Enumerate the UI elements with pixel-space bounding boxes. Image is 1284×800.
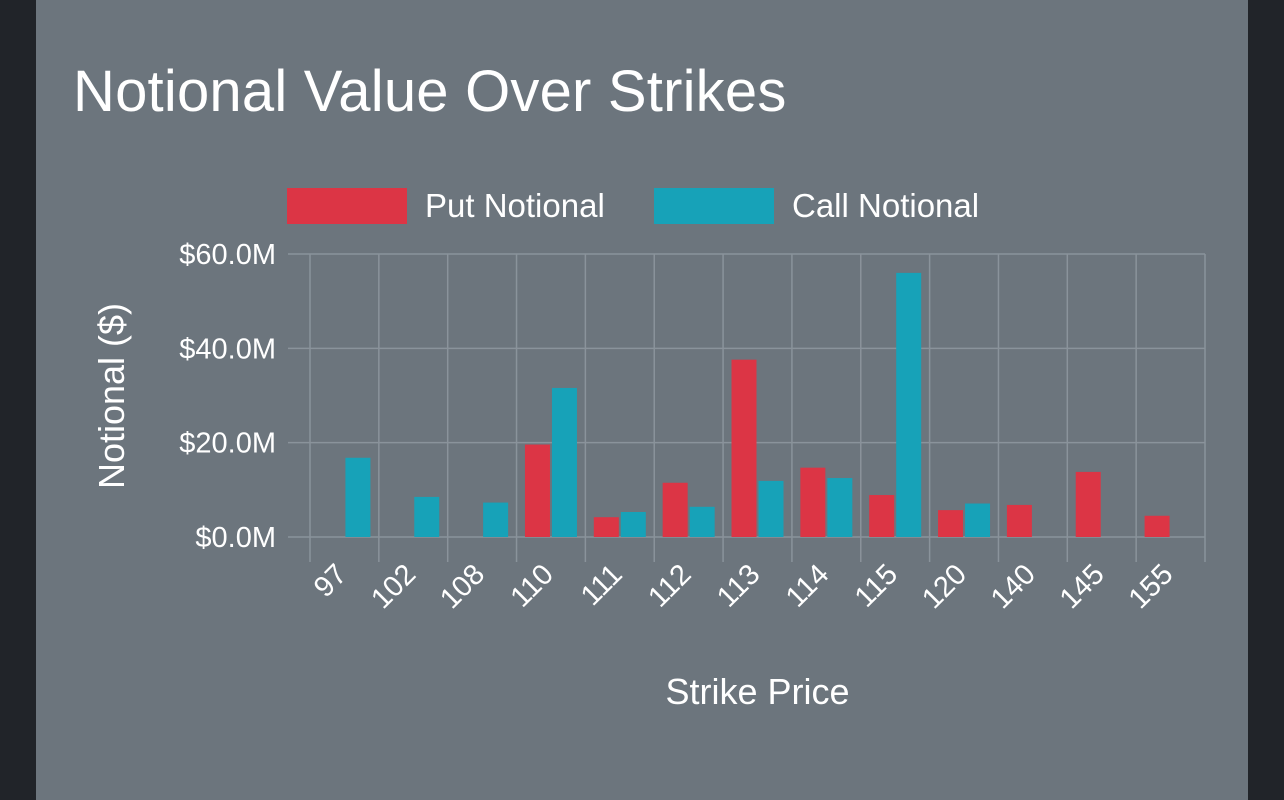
put-bar-110 [524,444,550,537]
x-tick-label: 145 [1054,558,1111,615]
x-tick-label: 113 [711,558,766,613]
y-tick-label: $60.0M [179,239,276,271]
x-tick-label: 97 [308,558,353,603]
x-tick-label: 140 [985,558,1042,615]
call-bar-120 [965,503,991,537]
put-bar-113 [731,359,757,537]
call-bar-110 [551,387,577,537]
chart-card: Notional Value Over Strikes $0.0M $20.0M $… [36,0,1248,800]
put-bar-140 [1006,504,1032,537]
y-tick-label: $20.0M [179,428,276,460]
call-bar-108 [483,502,509,537]
put-legend-label: Put Notional [425,187,605,224]
call-legend-label: Call Notional [792,187,979,224]
call-bar-113 [758,480,784,537]
x-tick-label: 114 [780,558,835,613]
x-axis-ticks: 97 102 108 110 111 112 113 114 115 120 140 145 155 [308,558,1180,615]
put-bar-145 [1075,471,1101,537]
put-bar-155 [1144,515,1170,537]
call-bar-111 [620,512,646,537]
chart-title: Notional Value Over Strikes [73,59,787,124]
x-tick-label: 102 [365,558,422,615]
call-bar-97 [345,457,371,537]
x-tick-label: 108 [434,558,491,615]
put-legend-swatch [287,188,407,224]
legend: Put Notional Call Notional [287,187,979,224]
x-tick-label: 112 [642,558,697,613]
put-bar-112 [662,482,688,537]
call-bar-115 [896,272,922,537]
put-bar-111 [593,517,619,537]
call-bar-102 [414,496,440,537]
x-tick-label: 120 [916,558,973,615]
call-bar-112 [689,506,715,537]
y-axis-title: Notional ($) [91,303,132,489]
x-tick-label: 111 [575,558,629,612]
x-tick-label: 110 [505,558,560,613]
x-tick-label: 115 [849,558,904,613]
y-axis-ticks: $0.0M $20.0M $40.0M $60.0M [179,239,276,554]
bar-chart: $0.0M$20.0M$40.0M$60.0M 97 102 108 110 111 11… [91,187,1206,712]
call-bar-114 [827,478,853,537]
put-bar-120 [938,510,964,537]
call-legend-swatch [654,188,774,224]
x-tick-label: 155 [1123,558,1180,615]
y-tick-label: $0.0M [195,522,276,554]
put-bar-114 [800,467,826,537]
x-axis-title: Strike Price [665,671,849,712]
y-tick-label: $40.0M [179,333,276,365]
put-bar-115 [869,495,895,537]
bars [345,272,1170,537]
